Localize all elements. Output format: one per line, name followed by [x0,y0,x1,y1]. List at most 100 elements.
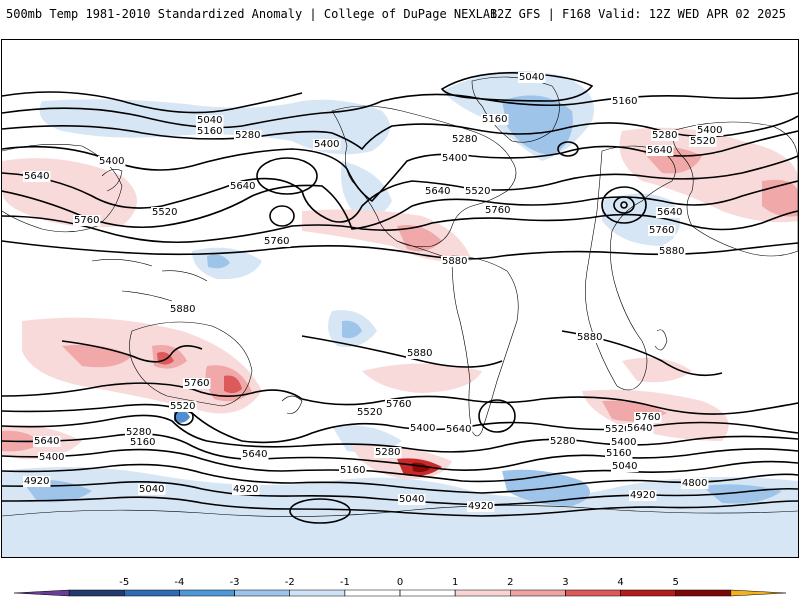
contour-label-background [549,436,577,447]
contour-label-background [409,423,437,434]
contour-closed-high-pacific [256,157,318,195]
contour-label: 5640 [657,207,682,218]
contour-label-background [484,205,512,216]
contour-closed-low-north-atlantic [557,141,579,157]
warm-anomaly-area [302,209,472,262]
contour-closed-low-atlantic [601,186,647,224]
contour-label-background [169,401,197,412]
colorbar-segment [620,589,676,597]
contour-label: 5400 [39,452,64,463]
contour-label-background [38,452,66,463]
colorbar-segment [675,589,732,597]
contour-label-background [696,125,724,136]
contour-label-background [576,332,604,343]
cold-anomaly-area [502,95,573,156]
contour-label-background [445,424,473,435]
contour-label: 5280 [550,436,575,447]
contour-label-background [441,153,469,164]
contour-label: 5160 [340,465,365,476]
contour-5880-north [2,240,798,260]
colorbar-legend: -5 -4 -3 -2 -1 0 1 2 3 4 5 [0,570,800,600]
contour-label-background [611,96,639,107]
contour-label: 4800 [682,478,707,489]
contour-label-background [23,476,51,487]
contour-label: 5880 [170,304,195,315]
coastline-new-zealand [281,395,303,414]
contour-label: 5640 [647,145,672,156]
contour-closed-low-atlantic-core [620,201,628,209]
contour-label-background [610,437,638,448]
coastline-north-america [331,105,517,248]
contour-label: 5400 [99,156,124,167]
contour-label-background [129,437,157,448]
contour-label: 5760 [485,205,510,216]
contour-label-background [451,134,479,145]
colorbar-tick-marks [124,590,676,596]
contour-label: 4920 [24,476,49,487]
cold-anomaly-area [702,484,782,504]
warm-anomaly-area [762,179,798,217]
contour-4920-south [2,496,798,517]
contour-closed-low-pacific [269,205,295,227]
contour-label-background [125,427,153,438]
coastline-antarctica [2,505,798,517]
contour-label-background [424,186,452,197]
contour-label-background [151,207,179,218]
map-panel: 5040 5160 5040 5160 5280 5400 5160 5280 … [1,39,799,558]
contour-label: 5040 [612,461,637,472]
contour-label: 5280 [375,447,400,458]
warm-anomaly-area [22,317,262,414]
contour-label: 5400 [314,139,339,150]
contour-label: 5280 [126,427,151,438]
contour-label: 5880 [442,256,467,267]
contour-label: 5520 [690,136,715,147]
contour-5760-south [2,382,798,415]
contour-label-background [481,114,509,125]
contour-5760 [2,210,798,244]
contour-label: 5880 [659,246,684,257]
contour-label: 5280 [452,134,477,145]
contour-5280-south [2,448,798,483]
cold-anomaly-area [174,409,190,423]
contour-label: 5160 [482,114,507,125]
contour-label-background [658,246,686,257]
contour-label: 5640 [24,171,49,182]
contour-label-background [689,136,717,147]
colorbar-segment [399,589,456,597]
coastline-europe-africa [585,145,676,391]
contour-label: 5640 [242,449,267,460]
contour-label: 5160 [197,126,222,137]
anomaly-shading [2,71,798,557]
contour-label-background [196,115,224,126]
contour-label: 5040 [139,484,164,495]
contour-label: 4920 [630,490,655,501]
contour-label: 5760 [386,399,411,410]
contour-label-background [73,215,101,226]
contour-label-background [23,171,51,182]
cold-anomaly-area [342,320,362,339]
colorbar-svg: -5 -4 -3 -2 -1 0 1 2 3 4 5 [13,577,787,597]
contour-label: 5400 [697,125,722,136]
contour-label-background [169,304,197,315]
contour-label: 5760 [264,236,289,247]
colorbar-tick-label: -2 [285,577,295,588]
coastline-indonesia [91,259,208,302]
anomaly-map: 5040 5160 5040 5160 5280 5400 5160 5280 … [2,71,798,557]
title-bar: 500mb Temp 1981-2010 Standardized Anomal… [0,0,800,30]
colorbar-tick-label: -4 [174,577,184,588]
contour-label: 5640 [446,424,471,435]
warm-anomaly-area [622,357,692,383]
contour-label-background [339,465,367,476]
contour-labels: 5040 5160 5040 5160 5280 5400 5160 5280 … [23,72,724,512]
contour-label: 5760 [74,215,99,226]
contour-label-background [98,156,126,167]
colorbar-segment [179,589,235,597]
colorbar-tick-label: 3 [562,577,568,588]
map-title: 500mb Temp 1981-2010 Standardized Anomal… [6,7,498,21]
cold-anomaly-area [207,254,230,269]
contour-label: 5400 [442,153,467,164]
colorbar-tick-label: 5 [673,577,679,588]
contour-label-background [234,130,262,141]
contour-label-background [467,501,495,512]
